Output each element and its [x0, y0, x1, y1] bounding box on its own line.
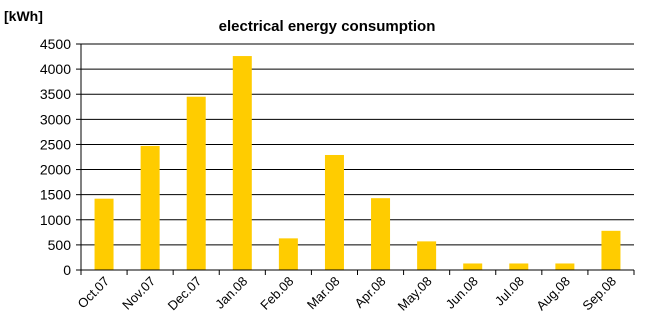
- bar-sep-08: [601, 230, 621, 270]
- x-tick-label: Mar.08: [304, 274, 343, 313]
- x-tick-label: Jan.08: [212, 274, 250, 312]
- bar-jun-08: [463, 263, 483, 270]
- y-tick-label: 3000: [40, 111, 71, 127]
- y-axis-tick-labels: 0 500 1000 1500 2000 2500 3000 3500 4000 4500: [40, 36, 81, 278]
- y-tick-label: 1000: [40, 212, 71, 228]
- bar-apr-08: [371, 198, 391, 270]
- chart-title: electrical energy consumption: [219, 18, 436, 35]
- bar-may-08: [417, 241, 437, 270]
- x-tick-label: Dec.07: [165, 274, 205, 314]
- x-tick-label: Feb.08: [257, 274, 296, 313]
- bar-feb-08: [278, 238, 298, 270]
- y-tick-label: 2000: [40, 162, 71, 178]
- bar-dec-07: [186, 96, 206, 270]
- bar-jul-08: [509, 263, 529, 270]
- y-tick-label: 3500: [40, 86, 71, 102]
- gridlines: [81, 43, 634, 246]
- y-tick-label: 4000: [40, 61, 71, 77]
- x-tick-label: Jul.08: [492, 274, 527, 309]
- bar-mar-08: [324, 154, 344, 270]
- y-tick-label: 0: [63, 262, 71, 278]
- x-tick-label: Apr.08: [351, 274, 388, 311]
- axes: [80, 44, 634, 271]
- y-axis-unit-label: [kWh]: [4, 8, 43, 24]
- x-axis-tick-labels: Oct.07 Nov.07 Dec.07 Jan.08 Feb.08 Mar.08 Apr.…: [74, 270, 635, 314]
- bar-nov-07: [140, 145, 160, 270]
- bar-oct-07: [94, 198, 114, 270]
- x-tick-label: Aug.08: [533, 274, 573, 314]
- x-tick-label: Oct.07: [74, 274, 112, 312]
- bar-jan-08: [232, 56, 252, 271]
- y-tick-label: 1500: [40, 187, 71, 203]
- y-tick-label: 4500: [40, 36, 71, 52]
- y-tick-label: 2500: [40, 136, 71, 152]
- x-tick-label: Jun.08: [443, 274, 481, 312]
- bar-aug-08: [555, 263, 575, 270]
- y-tick-label: 500: [48, 237, 72, 253]
- x-tick-label: May.08: [395, 274, 435, 314]
- x-tick-label: Nov.07: [119, 274, 158, 313]
- x-tick-label: Sep.08: [579, 274, 619, 314]
- bars: [94, 56, 621, 271]
